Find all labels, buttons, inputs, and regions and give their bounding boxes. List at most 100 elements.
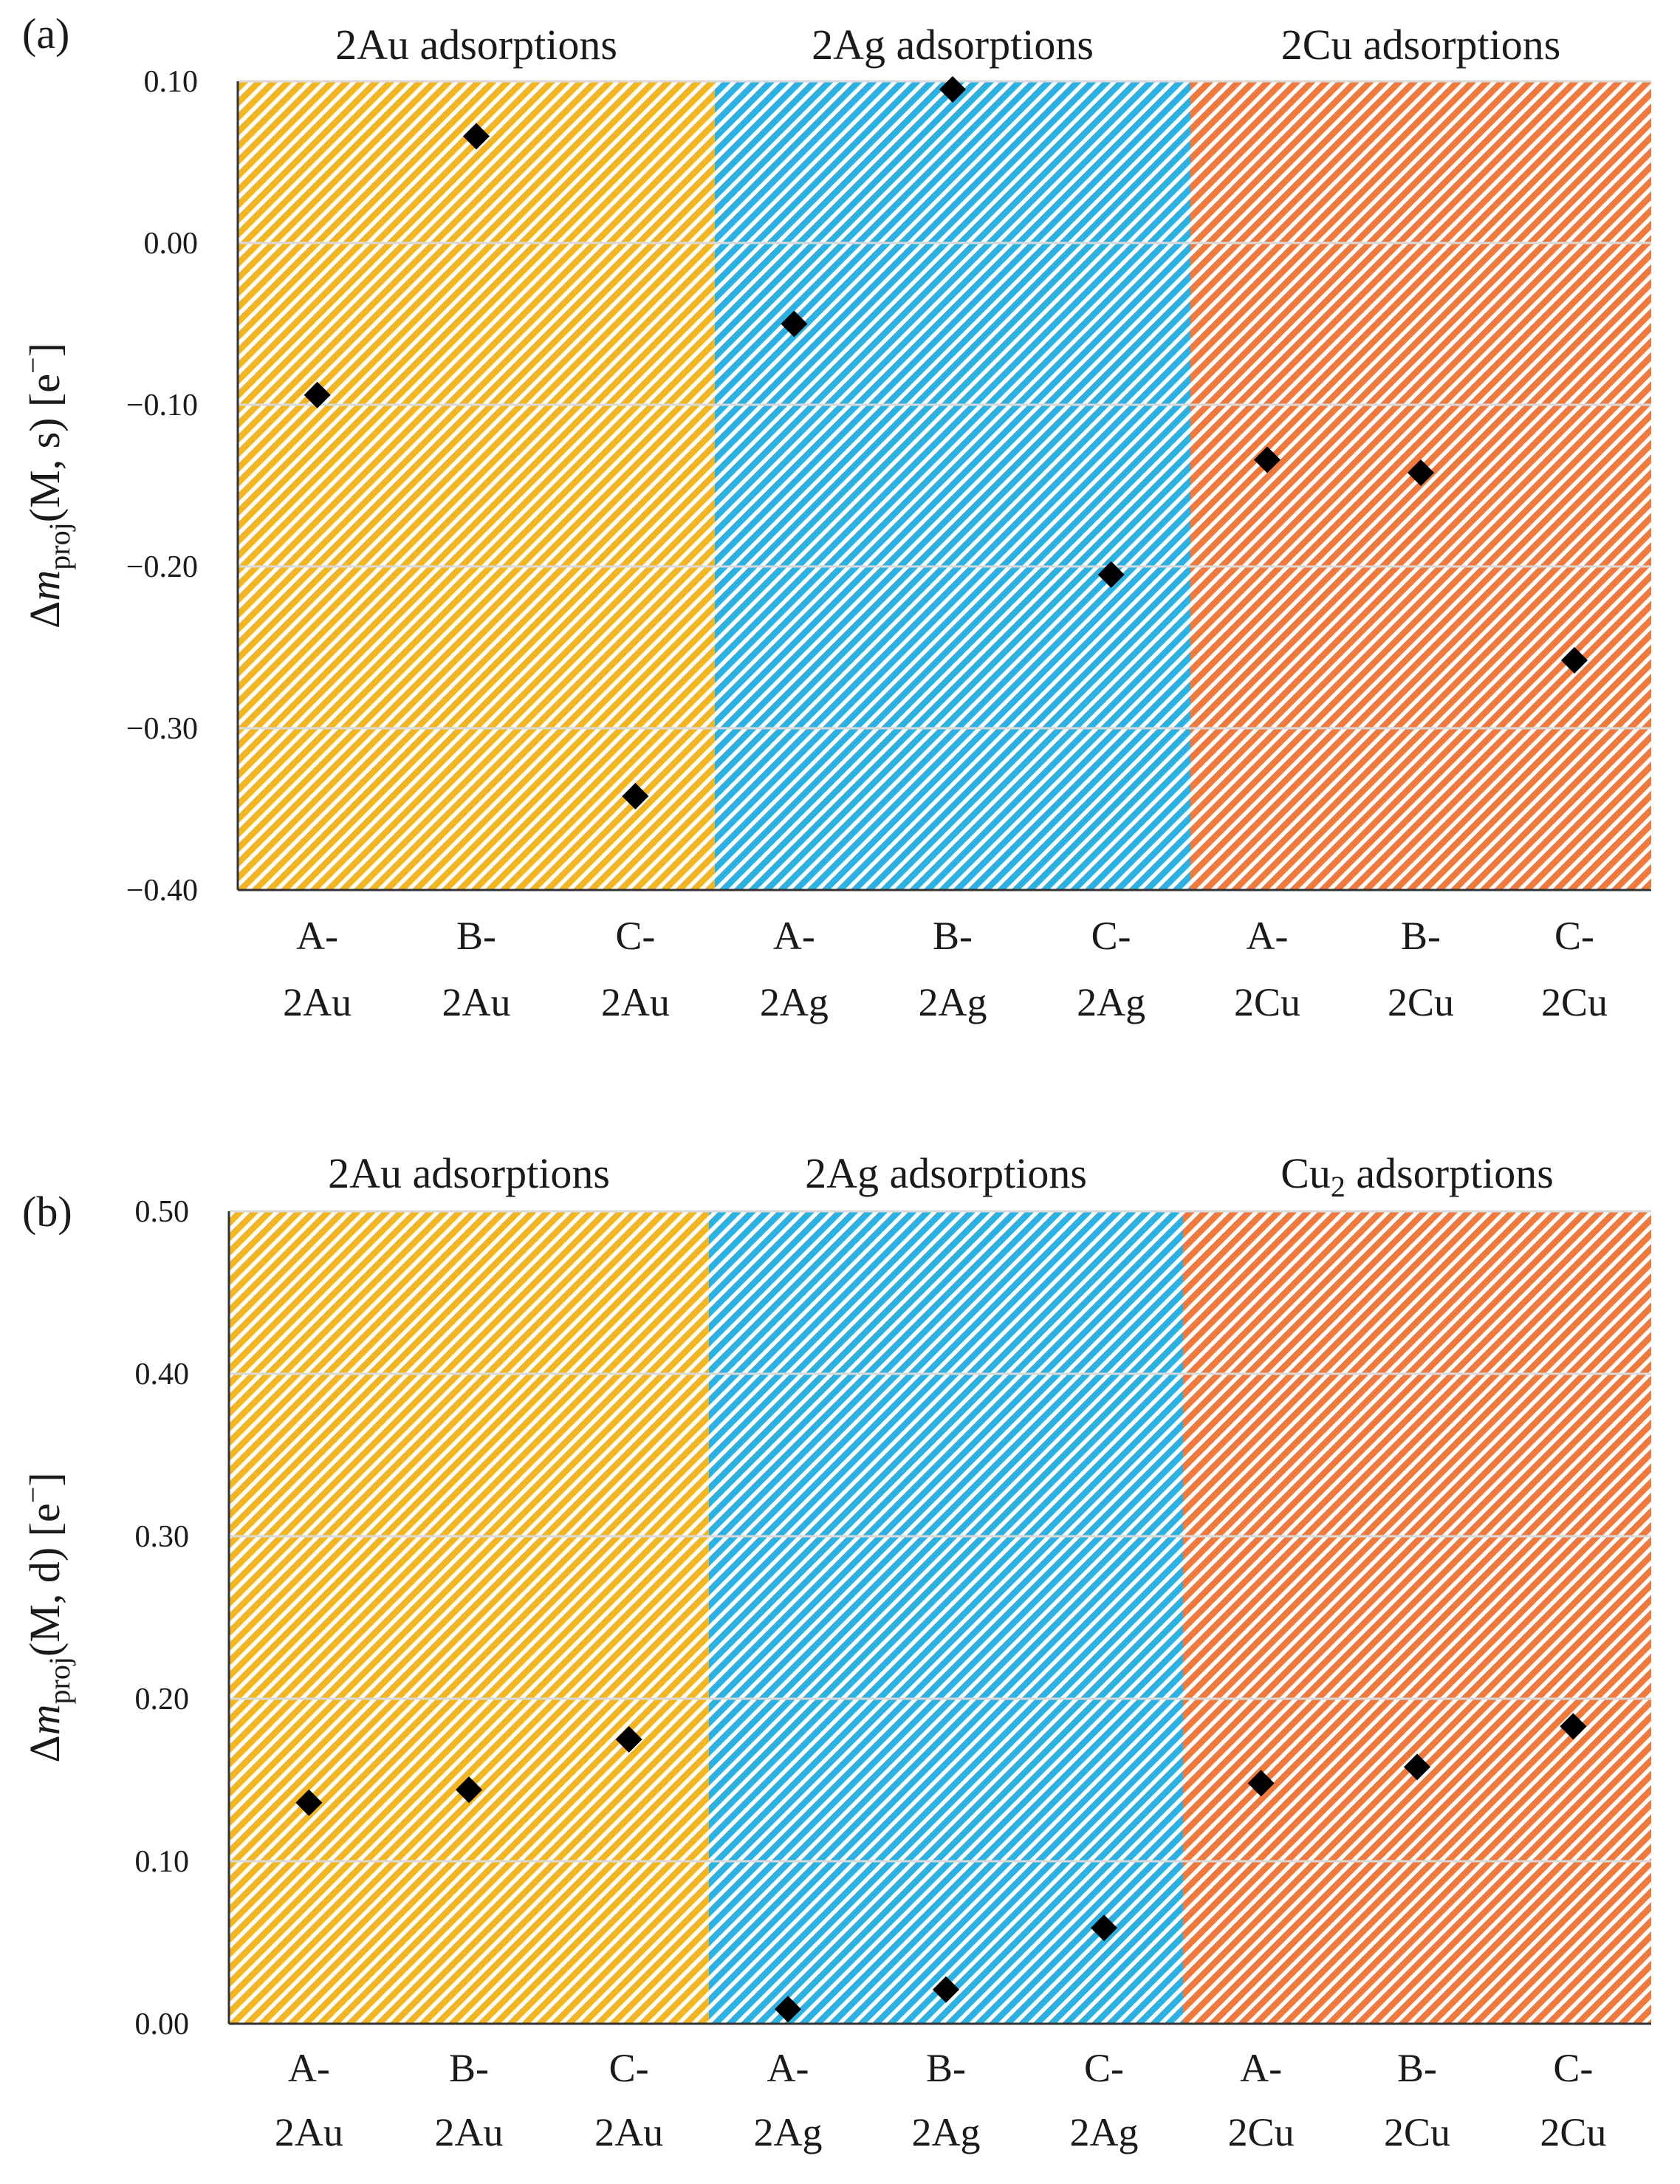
x-tick-label-line2: 2Ag <box>1077 980 1145 1024</box>
y-tick-label: −0.30 <box>126 712 198 746</box>
y-tick-label: −0.10 <box>126 388 198 422</box>
x-tick-label-line2: 2Au <box>435 2110 504 2154</box>
group-title-text: 2Au adsorptions <box>328 1149 610 1197</box>
y-tick-label: 0.00 <box>144 227 199 261</box>
y-tick-label: 0.20 <box>135 1682 190 1716</box>
y-tick-label: 0.50 <box>135 1195 190 1229</box>
group-title-text: 2Ag adsorptions <box>805 1149 1087 1197</box>
y-axis-label: Δmproj(M, d) [e−] <box>16 1472 76 1762</box>
x-tick-label-line2: 2Au <box>442 980 511 1024</box>
data-point-c-2au <box>615 1726 642 1753</box>
y-axis-label-sup: − <box>16 357 49 374</box>
data-point-c-2cu <box>1561 647 1588 674</box>
x-tick-label-line1: B- <box>449 2046 489 2090</box>
x-tick-label-line2: 2Ag <box>1070 2110 1139 2154</box>
data-point-a-2cu <box>1247 1770 1275 1797</box>
y-axis-label-delta: Δ <box>21 1735 69 1762</box>
y-tick-label: −0.40 <box>126 874 198 908</box>
x-tick-label-line1: C- <box>1553 2046 1593 2090</box>
y-axis-label-sup: − <box>16 1487 49 1504</box>
data-point-b-2au <box>463 123 490 150</box>
y-axis-label-rest: (M, d) [e <box>21 1503 69 1657</box>
x-tick-label-line2: 2Cu <box>1541 980 1608 1024</box>
y-axis-label-close: ] <box>21 343 69 357</box>
y-axis-label-close: ] <box>21 1472 69 1486</box>
data-point-a-2au <box>295 1789 323 1816</box>
x-tick-label-line1: C- <box>609 2046 649 2090</box>
y-tick-label: 0.00 <box>135 2007 190 2041</box>
x-tick-label-line1: C- <box>1084 2046 1124 2090</box>
y-axis-label-var: m <box>21 1704 69 1735</box>
data-point-c-2ag <box>1097 561 1125 588</box>
group-title-text: 2Cu adsorptions <box>1281 21 1561 69</box>
group-title-3: 2Cu adsorptions <box>1281 21 1561 69</box>
x-tick-label-line1: C- <box>615 914 655 958</box>
group-title-1: 2Au adsorptions <box>335 21 617 69</box>
x-tick-label-line2: 2Ag <box>919 980 987 1024</box>
x-tick-label-line2: 2Cu <box>1234 980 1300 1024</box>
x-tick-label-line1: B- <box>1397 2046 1437 2090</box>
x-tick-label-line2: 2Ag <box>760 980 829 1024</box>
panel-1-band-1 <box>238 81 715 890</box>
data-point-b-2cu <box>1408 459 1434 486</box>
data-point-a-2cu <box>1254 446 1280 473</box>
panel-2-band-1 <box>229 1211 709 2024</box>
data-point-a-2ag <box>775 1996 801 2023</box>
x-tick-label-line1: A- <box>1240 2046 1282 2090</box>
x-tick-label-line2: 2Au <box>283 980 352 1024</box>
panel-label: (a) <box>22 10 69 58</box>
panel-label: (b) <box>22 1188 72 1236</box>
data-point-c-2au <box>622 782 649 809</box>
data-point-b-2ag <box>939 75 966 103</box>
group-title-text: Cu <box>1280 1149 1331 1197</box>
x-tick-label-line2: 2Ag <box>754 2110 823 2154</box>
group-title-2: 2Ag adsorptions <box>805 1149 1087 1197</box>
x-tick-label-line1: B- <box>926 2046 966 2090</box>
group-title-text: 2Au adsorptions <box>335 21 617 69</box>
x-tick-label-line2: 2Cu <box>1384 2110 1450 2154</box>
group-title-rest: adsorptions <box>1345 1149 1554 1197</box>
group-title-sub: 2 <box>1331 1170 1345 1203</box>
data-point-c-2cu <box>1560 1713 1587 1740</box>
x-tick-label-line1: A- <box>1247 914 1289 958</box>
x-tick-label-line2: 2Au <box>601 980 670 1024</box>
group-title-1: 2Au adsorptions <box>328 1149 610 1197</box>
data-point-b-2au <box>456 1776 482 1804</box>
y-tick-label: 0.30 <box>135 1520 190 1554</box>
data-point-a-2ag <box>781 310 808 338</box>
x-tick-label-line1: B- <box>456 914 496 958</box>
x-tick-label-line2: 2Au <box>594 2110 663 2154</box>
panel-2-band-2 <box>709 1211 1183 2024</box>
x-tick-label-line1: B- <box>1401 914 1441 958</box>
x-tick-label-line2: 2Cu <box>1540 2110 1606 2154</box>
x-tick-label-line2: 2Ag <box>912 2110 981 2154</box>
y-axis-label-delta: Δ <box>21 601 69 629</box>
y-tick-label: 0.10 <box>144 65 199 99</box>
data-point-a-2au <box>304 381 331 408</box>
group-title-3: Cu2 adsorptions <box>1280 1149 1554 1203</box>
x-tick-label-line1: A- <box>296 914 338 958</box>
y-axis-label-var: m <box>21 570 69 601</box>
x-tick-label-line1: A- <box>767 2046 809 2090</box>
x-tick-label-line2: 2Au <box>275 2110 343 2154</box>
x-tick-label-line1: C- <box>1554 914 1594 958</box>
y-axis-label: Δmproj(M, s) [e−] <box>16 343 76 629</box>
x-tick-label-line2: 2Cu <box>1228 2110 1295 2154</box>
panel-1-band-2 <box>715 81 1190 890</box>
y-tick-label: −0.20 <box>126 550 198 584</box>
y-axis-label-rest: (M, s) [e <box>21 374 69 522</box>
x-tick-label-line1: A- <box>288 2046 330 2090</box>
y-tick-label: 0.40 <box>135 1358 190 1391</box>
group-title-text: 2Ag adsorptions <box>812 21 1094 69</box>
panel-2-band-3 <box>1183 1211 1651 2024</box>
y-axis-label-sub: proj <box>43 522 76 569</box>
x-tick-label-line1: C- <box>1091 914 1131 958</box>
data-point-b-2ag <box>933 1976 959 2003</box>
x-tick-label-line1: B- <box>933 914 973 958</box>
y-axis-label-sub: proj <box>43 1657 76 1704</box>
x-tick-label-line1: A- <box>773 914 815 958</box>
y-tick-label: 0.10 <box>135 1845 190 1879</box>
group-title-2: 2Ag adsorptions <box>812 21 1094 69</box>
data-point-b-2cu <box>1404 1753 1430 1781</box>
